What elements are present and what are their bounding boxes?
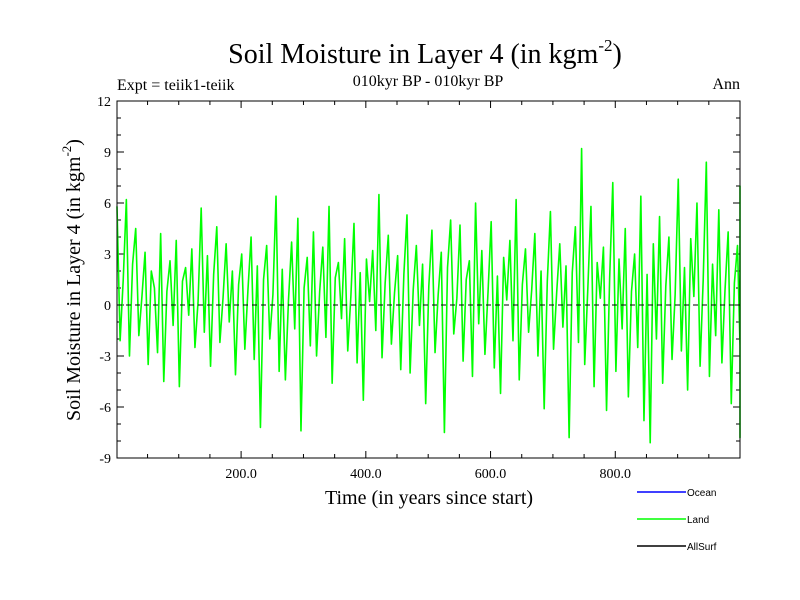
expt-label: Expt = teiik1-teiik — [117, 77, 234, 94]
series-line-land — [116, 147, 741, 444]
y-tick-label: -6 — [99, 401, 111, 416]
y-tick-label: 12 — [97, 95, 111, 110]
y-axis-label-close: ) — [63, 139, 85, 146]
legend-label-ocean: Ocean — [687, 488, 716, 499]
y-tick-label: 0 — [104, 299, 111, 314]
tick-labels: -9 -6 -3 0 3 6 9 12 200.0 400.0 600.0 800.0 — [97, 95, 631, 482]
chart-title-sup: -2 — [598, 36, 612, 55]
chart-title-main: Soil Moisture in Layer 4 (in kgm — [228, 39, 598, 70]
x-tick-label: 400.0 — [350, 467, 382, 482]
x-axis-label: Time (in years since start) — [325, 487, 533, 509]
series-lines — [116, 147, 741, 444]
season-label: Ann — [712, 76, 740, 93]
chart-title-close: ) — [613, 39, 622, 70]
x-tick-label: 600.0 — [475, 467, 507, 482]
chart-subtitle: 010kyr BP - 010kyr BP — [353, 73, 504, 90]
y-tick-label: 3 — [104, 248, 111, 263]
legend-label-allsurf: AllSurf — [687, 542, 717, 553]
legend-label-land: Land — [687, 515, 709, 526]
y-tick-label: -3 — [99, 350, 111, 365]
x-tick-label: 200.0 — [225, 467, 257, 482]
axis-ticks — [117, 100, 740, 459]
y-tick-label: -9 — [99, 452, 111, 467]
y-tick-label: 9 — [104, 146, 111, 161]
legend: Ocean Land AllSurf — [637, 488, 717, 553]
y-axis-label-main: Soil Moisture in Layer 4 (in kgm — [63, 156, 85, 421]
chart-title: Soil Moisture in Layer 4 (in kgm-2) — [228, 36, 622, 70]
y-axis-label: Soil Moisture in Layer 4 (in kgm-2) — [59, 139, 85, 421]
y-axis-label-sup: -2 — [59, 146, 74, 157]
y-tick-label: 6 — [104, 197, 111, 212]
x-tick-label: 800.0 — [600, 467, 632, 482]
plot-frame — [116, 100, 741, 459]
